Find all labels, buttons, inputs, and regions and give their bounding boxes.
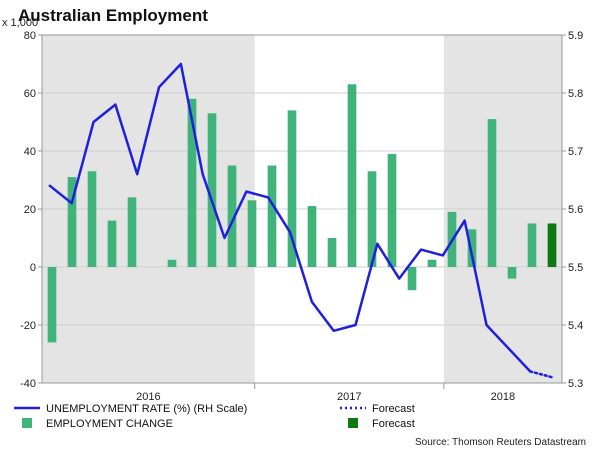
legend-swatch-square xyxy=(22,418,32,428)
legend-label: UNEMPLOYMENT RATE (%) (RH Scale) xyxy=(46,403,247,415)
right-axis-tick-label: 5.5 xyxy=(568,262,583,274)
legend-swatch-square xyxy=(348,418,358,428)
legend-label: Forecast xyxy=(372,418,415,430)
forecast-bar xyxy=(547,223,557,267)
right-axis-tick-label: 5.3 xyxy=(568,378,583,390)
legend-item: Forecast xyxy=(348,418,415,430)
employment-change-bar xyxy=(527,223,537,267)
right-axis-tick-label: 5.9 xyxy=(568,30,583,42)
chart-title: Australian Employment xyxy=(18,6,208,25)
employment-change-bar xyxy=(487,119,497,267)
employment-change-bar xyxy=(367,171,377,267)
employment-change-bar xyxy=(407,267,417,291)
unemployment-rate-forecast-line xyxy=(528,370,554,379)
employment-change-bar xyxy=(227,165,237,267)
right-axis-tick-label: 5.8 xyxy=(568,88,583,100)
axes: 80 60 40 20 0 -20 -40 5.9 5.8 5.7 5.6 5.5 5.4 5.3 2016… xyxy=(20,30,583,403)
x-axis-year-label: 2018 xyxy=(491,391,515,403)
unemployment-rate-line xyxy=(48,62,532,373)
x-axis-year-label: 2017 xyxy=(337,391,361,403)
right-axis-tick-label: 5.6 xyxy=(568,204,583,216)
employment-change-bar xyxy=(67,177,77,267)
legend: UNEMPLOYMENT RATE (%) (RH Scale) Forecast… xyxy=(14,403,415,430)
employment-change-bar xyxy=(47,267,57,343)
bars xyxy=(47,84,557,343)
right-axis-tick-label: 5.4 xyxy=(568,320,583,332)
employment-change-bar xyxy=(267,165,277,267)
employment-change-bar xyxy=(247,200,257,267)
left-axis-tick-label: 0 xyxy=(30,262,36,274)
employment-change-bar xyxy=(387,153,397,267)
legend-label: EMPLOYMENT CHANGE xyxy=(46,418,173,430)
left-axis-tick-label: 40 xyxy=(24,146,36,158)
employment-change-bar xyxy=(207,113,217,267)
legend-label: Forecast xyxy=(372,403,415,415)
employment-change-bar xyxy=(107,220,117,267)
left-axis-unit-label: x 1,000 xyxy=(2,17,38,29)
left-axis-tick-label: 80 xyxy=(24,30,36,42)
employment-change-bar xyxy=(467,229,477,267)
left-axis-tick-label: -40 xyxy=(20,378,36,390)
employment-change-bar xyxy=(347,84,357,267)
employment-change-bar xyxy=(427,259,437,267)
chart-source: Source: Thomson Reuters Datastream xyxy=(415,437,586,448)
legend-item: EMPLOYMENT CHANGE xyxy=(22,418,173,430)
employment-change-bar xyxy=(167,259,177,267)
legend-item: UNEMPLOYMENT RATE (%) (RH Scale) xyxy=(14,403,247,415)
employment-change-bar xyxy=(187,98,197,267)
lines xyxy=(48,62,554,379)
employment-change-bar xyxy=(87,171,97,267)
left-axis-tick-label: 20 xyxy=(24,204,36,216)
right-axis-tick-label: 5.7 xyxy=(568,146,583,158)
employment-change-bar xyxy=(307,206,317,267)
employment-change-bar xyxy=(127,197,137,267)
employment-change-bar xyxy=(287,110,297,268)
employment-change-bar xyxy=(327,238,337,267)
legend-item: Forecast xyxy=(340,403,415,415)
left-axis-tick-label: 60 xyxy=(24,88,36,100)
x-axis-year-label: 2016 xyxy=(136,391,160,403)
employment-change-bar xyxy=(507,267,517,279)
left-axis-tick-label: -20 xyxy=(20,320,36,332)
